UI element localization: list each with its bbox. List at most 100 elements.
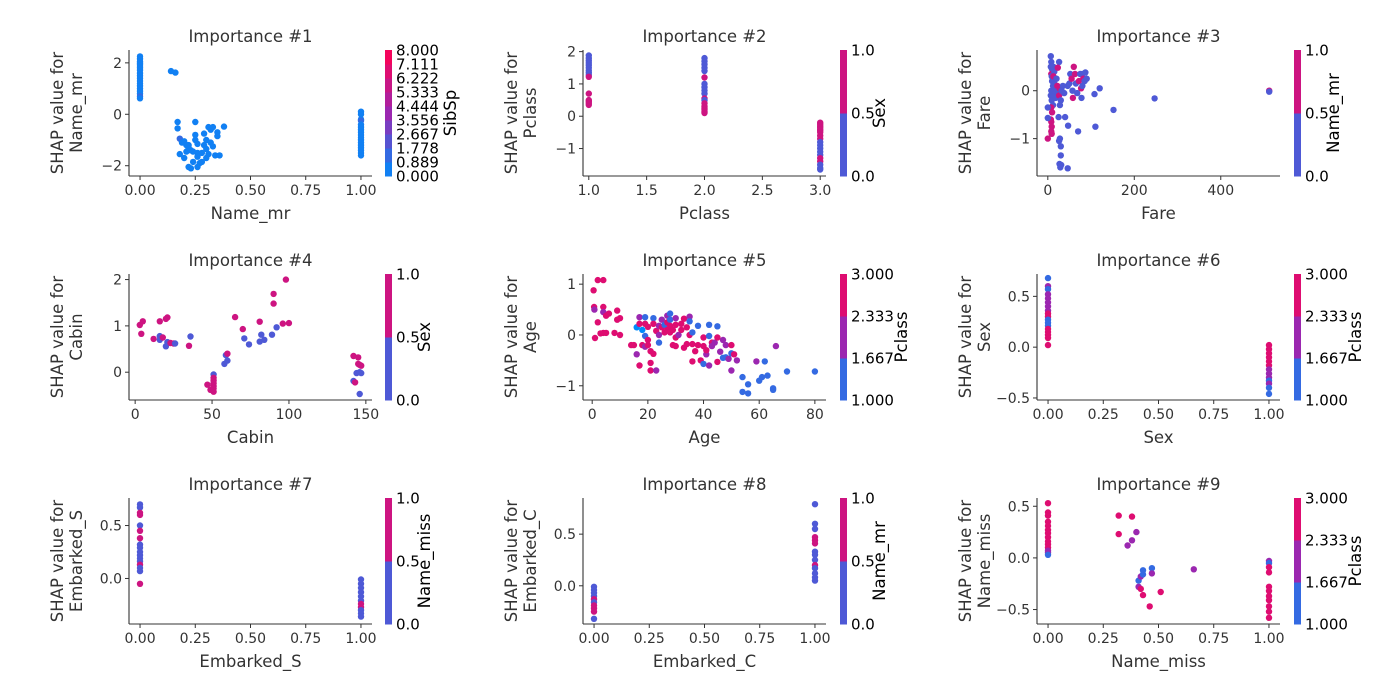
data-point — [1044, 135, 1052, 142]
data-point — [1048, 130, 1055, 137]
data-point — [1056, 101, 1064, 109]
data-point — [811, 520, 819, 527]
data-point — [183, 141, 190, 149]
data-point — [714, 334, 721, 341]
data-point — [722, 341, 729, 349]
colorbar: 8.0007.1116.2225.3334.4443.5562.6671.778… — [385, 42, 460, 186]
x-axis-label: Sex — [1143, 428, 1173, 447]
data-point — [1061, 89, 1068, 97]
colorbar-tick-label: 1.667 — [1305, 574, 1348, 592]
data-point — [1057, 143, 1065, 150]
data-point — [725, 355, 732, 362]
data-point — [136, 535, 144, 542]
y-tick-label: 0 — [1021, 84, 1030, 100]
data-point — [1139, 571, 1147, 578]
colorbar-tick-label: 1.000 — [1305, 616, 1348, 634]
x-tick-label: 1.00 — [1253, 407, 1284, 423]
data-point — [268, 331, 276, 338]
colorbar-tick-label: 1.0 — [851, 490, 875, 508]
colorbar-tick-label: 3.000 — [1305, 266, 1348, 284]
data-point — [176, 150, 183, 158]
x-tick-label: 0.00 — [1032, 631, 1063, 647]
colorbar-tick-label: 5.333 — [396, 84, 439, 102]
data-point — [1265, 564, 1273, 571]
y-tick-label: 1 — [113, 319, 122, 335]
y-tick-label: 2 — [567, 45, 576, 61]
data-point — [683, 340, 690, 348]
colorbar-tick-label: 1.0 — [396, 266, 420, 284]
data-point — [644, 336, 652, 344]
subplot-6: Importance #6 0.00 0.25 0.50 0.75 1.00 0.5 0.0 −… — [956, 251, 1365, 447]
data-point — [689, 358, 696, 365]
data-point — [1074, 89, 1081, 97]
subplot-title: Importance #9 — [1096, 475, 1220, 494]
data-point — [356, 390, 363, 398]
data-point — [357, 613, 365, 620]
data-point — [1266, 88, 1273, 95]
x-tick-label: 0.00 — [124, 183, 155, 199]
subplot-title: Importance #3 — [1096, 27, 1220, 46]
data-point — [282, 276, 290, 283]
data-point — [733, 357, 741, 364]
x-tick-label: 60 — [750, 407, 768, 423]
colorbar-tick-label: 0.889 — [396, 154, 439, 172]
colorbar-label: Sex — [870, 98, 889, 128]
colorbar-band — [385, 561, 392, 625]
colorbar-tick-label: 0.000 — [396, 168, 439, 186]
data-point — [666, 316, 674, 323]
data-point — [194, 163, 201, 171]
colorbar-band — [385, 78, 392, 93]
x-axis-label: Pclass — [679, 204, 730, 223]
data-point — [728, 367, 735, 374]
x-tick-label: 400 — [1207, 183, 1234, 199]
data-point — [159, 334, 166, 341]
data-point — [647, 367, 654, 374]
data-point — [1071, 70, 1079, 78]
data-point — [1133, 528, 1140, 536]
data-point — [189, 158, 197, 166]
colorbar-band — [385, 337, 392, 401]
data-point — [701, 67, 708, 75]
y-axis-label-line-1: SHAP value for — [48, 52, 67, 175]
subplot-title: Importance #8 — [642, 475, 766, 494]
data-point — [270, 290, 277, 298]
data-point — [358, 362, 365, 369]
data-point — [1082, 69, 1089, 76]
subplot-title: Importance #6 — [1096, 251, 1220, 270]
data-point — [678, 326, 685, 334]
subplot-title: Importance #1 — [188, 27, 312, 46]
data-point — [216, 152, 223, 159]
data-point — [181, 154, 188, 162]
data-point — [769, 386, 777, 393]
x-tick-label: 1.00 — [345, 183, 376, 199]
y-tick-label: 0.5 — [100, 519, 122, 535]
y-tick-label: 1 — [567, 277, 576, 293]
colorbar-label: Name_mr — [1324, 73, 1344, 153]
colorbar-band — [385, 134, 392, 149]
data-point — [694, 341, 702, 349]
colorbar-tick-label: 0.0 — [851, 616, 875, 634]
data-point — [811, 577, 819, 584]
data-point — [192, 118, 199, 126]
data-point — [1048, 109, 1056, 116]
data-point — [650, 350, 657, 357]
y-axis-label-line-1: SHAP value for — [502, 500, 521, 623]
x-axis-label: Embarked_C — [653, 652, 756, 672]
x-tick-label: 2.5 — [751, 183, 773, 199]
data-point — [614, 307, 621, 314]
data-point — [686, 313, 693, 320]
data-point — [1044, 274, 1052, 282]
y-axis-label-line-2: Sex — [975, 322, 994, 352]
x-tick-label: 0.75 — [1198, 407, 1229, 423]
data-point — [675, 331, 682, 339]
data-point — [772, 342, 780, 350]
data-point — [616, 331, 624, 339]
colorbar-band — [840, 316, 847, 359]
colorbar-tick-label: 7.111 — [396, 56, 439, 74]
data-point — [705, 362, 713, 369]
data-point — [357, 152, 365, 159]
scatter-points — [1044, 500, 1273, 621]
data-point — [669, 326, 677, 334]
y-axis-label-line-2: Name_miss — [975, 514, 995, 609]
